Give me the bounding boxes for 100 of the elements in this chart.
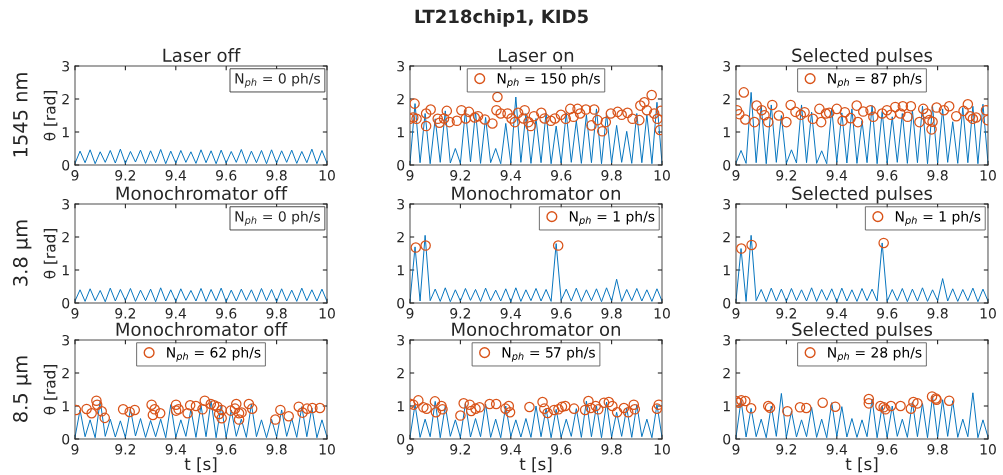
x-axis-title: t [s] (845, 457, 878, 473)
y-tick-label: 0 (397, 433, 405, 445)
y-tick-label: 3 (723, 334, 731, 346)
legend-label: N$_{ph}$ = 150 ph/s (497, 72, 600, 88)
x-tick-label: 9.4 (500, 170, 522, 181)
y-tick-label: 3 (62, 334, 70, 346)
text: LT218chip1, KID5 (415, 9, 588, 27)
y-tick-label: 0 (62, 297, 70, 309)
y-tick-label: 3 (397, 334, 405, 346)
x-tick-label: 9.8 (601, 308, 622, 319)
x-tick-label: 9.2 (115, 444, 136, 455)
x-tick-label: 9.4 (826, 444, 848, 455)
x-tick-label: 9.2 (776, 170, 797, 181)
legend-title: N$_{ph}$ = 0 ph/s (235, 210, 320, 226)
x-tick-label: 9 (406, 308, 414, 319)
y-tick-label: 0 (723, 297, 731, 309)
x-tick-label: 9.2 (776, 444, 797, 455)
x-tick-label: 9.4 (500, 308, 522, 319)
y-axis-title: θ [rad] (43, 91, 58, 141)
x-tick-label: 10 (980, 170, 996, 181)
y-axis-title: θ [rad] (43, 365, 58, 415)
legend-label: N$_{ph}$ = 1 ph/s (895, 210, 981, 226)
chart-title: Monochromator off (116, 186, 288, 201)
y-tick-label: 1 (62, 127, 69, 138)
x-tick-label: 9.8 (266, 444, 287, 455)
y-tick-label: 2 (397, 367, 404, 379)
legend-label: N$_{ph}$ = 62 ph/s (167, 346, 261, 362)
x-tick-label: 10 (980, 308, 996, 319)
legend-label: N$_{ph}$ = 57 ph/s (502, 346, 595, 362)
legend-label: N$_{ph}$ = 1 ph/s (569, 210, 655, 226)
y-tick-label: 3 (62, 60, 70, 72)
chart-title: Selected pulses (792, 322, 933, 340)
legend-title: N$_{ph}$ = 0 ph/s (235, 72, 320, 88)
x-tick-label: 9 (71, 170, 79, 181)
y-tick-label: 0 (723, 433, 731, 445)
x-tick-label: 9 (732, 444, 740, 455)
y-tick-label: 0 (62, 433, 70, 445)
x-tick-label: 10 (319, 308, 335, 319)
chart-title: Selected pulses (792, 48, 933, 66)
y-tick-label: 0 (397, 297, 405, 309)
x-tick-label: 9.2 (450, 444, 471, 455)
x-tick-label: 9.2 (450, 308, 471, 319)
chart-title: Monochromator on (452, 322, 620, 337)
y-tick-label: 1 (397, 401, 404, 412)
x-tick-label: 9.2 (115, 170, 136, 181)
y-axis-title: θ [rad] (43, 229, 58, 279)
x-tick-label: 9.4 (165, 170, 187, 181)
x-tick-label: 9.8 (266, 170, 287, 181)
x-tick-label: 9 (71, 444, 79, 455)
x-tick-label: 9.6 (551, 308, 572, 319)
y-tick-label: 2 (723, 367, 730, 379)
x-tick-label: 9.6 (216, 444, 237, 455)
x-tick-label: 9.6 (877, 170, 898, 181)
chart-title: Monochromator off (116, 322, 288, 337)
chart-title: Selected pulses (792, 186, 933, 204)
text: 8.5 µm (12, 356, 32, 422)
y-tick-label: 3 (397, 198, 405, 210)
y-tick-label: 2 (723, 231, 730, 243)
x-tick-label: 9.8 (927, 308, 948, 319)
y-tick-label: 0 (62, 159, 70, 171)
y-tick-label: 1 (397, 265, 404, 276)
x-tick-label: 9 (406, 170, 414, 181)
x-tick-label: 9.6 (877, 308, 898, 319)
text: 1545 nm (13, 73, 28, 157)
x-tick-label: 10 (654, 170, 670, 181)
x-tick-label: 9.6 (877, 444, 898, 455)
x-tick-label: 9.8 (927, 170, 948, 181)
x-tick-label: 9.8 (927, 444, 948, 455)
x-tick-label: 10 (654, 308, 670, 319)
y-tick-label: 1 (723, 401, 730, 412)
x-tick-label: 10 (654, 444, 670, 455)
y-tick-label: 1 (723, 265, 730, 276)
x-tick-label: 9.8 (601, 444, 622, 455)
y-tick-label: 2 (62, 231, 69, 243)
chart-title: Monochromator on (452, 186, 620, 201)
x-tick-label: 10 (319, 170, 335, 181)
x-tick-label: 9 (71, 308, 79, 319)
y-tick-label: 3 (62, 198, 70, 210)
x-tick-label: 9 (732, 308, 740, 319)
x-tick-label: 10 (319, 444, 335, 455)
y-tick-label: 1 (397, 127, 404, 138)
text: 3.8 µm (12, 220, 32, 286)
y-tick-label: 2 (62, 367, 69, 379)
y-tick-label: 0 (397, 159, 405, 171)
legend-label: N$_{ph}$ = 87 ph/s (828, 72, 922, 88)
x-tick-label: 9.4 (500, 444, 522, 455)
x-tick-label: 9.8 (266, 308, 287, 319)
chart-title: Laser off (163, 48, 241, 63)
x-axis-title: t [s] (184, 457, 217, 473)
legend-label: N$_{ph}$ = 28 ph/s (828, 346, 922, 362)
chart-title: Laser on (499, 48, 574, 63)
x-tick-label: 9.6 (551, 444, 572, 455)
y-tick-label: 1 (62, 265, 69, 276)
x-tick-label: 9.6 (216, 308, 237, 319)
x-tick-label: 9.2 (450, 170, 471, 181)
y-tick-label: 2 (397, 93, 404, 105)
x-tick-label: 9.4 (826, 308, 848, 319)
x-tick-label: 9.4 (826, 170, 848, 181)
x-tick-label: 9.4 (165, 308, 187, 319)
x-tick-label: 9.4 (165, 444, 187, 455)
